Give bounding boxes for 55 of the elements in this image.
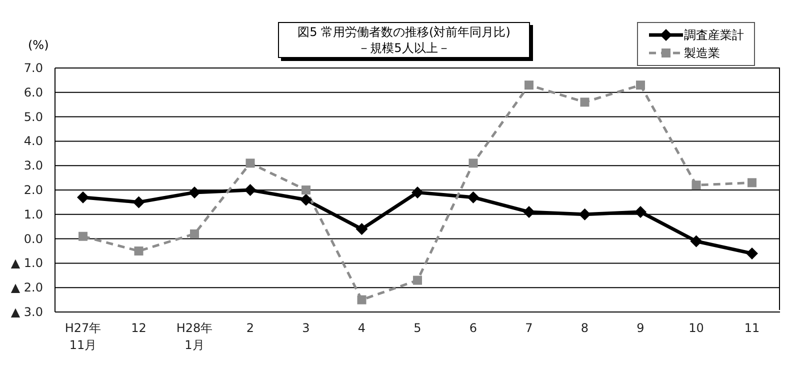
x-tick-label: 4 — [358, 321, 366, 335]
x-tick-label: 6 — [469, 321, 478, 335]
x-tick-label: 2 — [246, 321, 254, 335]
y-tick-label: 1.0 — [24, 207, 43, 222]
y-tick-label: 7.0 — [24, 61, 43, 75]
point — [413, 276, 422, 285]
x-tick-label: 11 — [744, 321, 760, 335]
point — [690, 235, 702, 248]
point — [748, 178, 756, 188]
y-tick-label: 0.0 — [24, 232, 43, 246]
point — [523, 206, 535, 218]
legend-label: 製造業 — [684, 45, 720, 62]
point — [357, 295, 366, 304]
x-tick-label: H27年 11月 — [64, 321, 102, 352]
point — [302, 186, 310, 194]
point — [746, 247, 758, 260]
x-tick-label: 8 — [580, 321, 589, 335]
x-tick-label: H28年 1月 — [176, 321, 213, 352]
point — [356, 223, 368, 236]
point — [524, 80, 534, 90]
x-tick-label: 9 — [636, 321, 644, 335]
point — [692, 180, 701, 190]
legend-label: 調査産業計 — [684, 27, 744, 44]
point — [244, 184, 256, 196]
x-tick-label: 10 — [688, 321, 704, 335]
point — [134, 246, 144, 256]
point — [188, 186, 200, 198]
point — [300, 194, 312, 206]
y-tick-label: ▲ 3.0 — [10, 305, 43, 319]
y-tick-label: 3.0 — [24, 158, 43, 173]
y-tick-label: 4.0 — [24, 134, 43, 148]
point — [190, 229, 199, 238]
y-axis-title: (%) — [28, 38, 49, 52]
chart-subtitle: －規模5人以上－ — [357, 40, 451, 56]
point — [246, 158, 255, 168]
chart-title: 図5 常用労働者数の推移(対前年同月比) — [296, 24, 512, 40]
point — [467, 191, 480, 204]
y-tick-label: 2.0 — [24, 183, 43, 197]
y-tick-label: ▲ 1.0 — [10, 256, 43, 270]
point — [636, 80, 645, 90]
y-tick-label: 5.0 — [24, 110, 43, 124]
point — [468, 158, 478, 168]
point — [580, 98, 590, 107]
x-tick-label: 3 — [302, 321, 310, 335]
point — [634, 206, 646, 218]
point — [78, 232, 88, 241]
y-tick-label: 6.0 — [24, 85, 43, 100]
point — [412, 186, 424, 198]
y-tick-label: ▲ 2.0 — [10, 280, 43, 295]
point — [132, 196, 145, 208]
point — [77, 191, 89, 204]
x-tick-label: 5 — [414, 321, 422, 335]
x-tick-label: 7 — [525, 321, 533, 335]
point — [578, 208, 591, 220]
x-tick-label: 12 — [131, 321, 146, 335]
